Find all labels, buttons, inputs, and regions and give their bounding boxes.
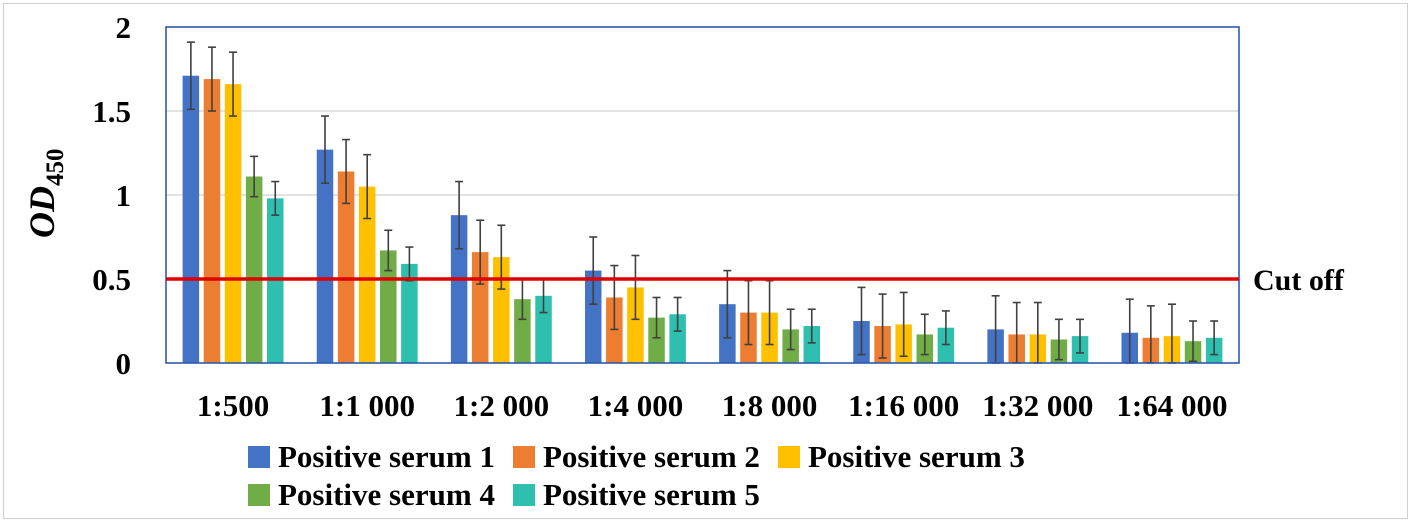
legend-label-serum-4: Positive serum 4 bbox=[278, 477, 495, 512]
legend-swatch-serum-1 bbox=[248, 446, 270, 468]
chart-frame bbox=[3, 3, 1408, 519]
x-tick-label-2: 1:2 000 bbox=[454, 388, 550, 423]
bar-serum-5-1-2-000 bbox=[535, 295, 552, 363]
legend-label-serum-1: Positive serum 1 bbox=[278, 439, 495, 474]
legend-label-serum-5: Positive serum 5 bbox=[542, 477, 760, 512]
bar-serum-2-1-1-000 bbox=[337, 171, 355, 363]
y-tick-label-1: 0.5 bbox=[92, 262, 131, 297]
y-tick-label-3: 1.5 bbox=[92, 94, 131, 129]
y-tick-label-0: 0 bbox=[116, 346, 132, 381]
bar-serum-1-1-2-000 bbox=[450, 215, 468, 363]
legend-item-serum-1: Positive serum 1 bbox=[248, 439, 495, 475]
cutoff-label: Cut off bbox=[1253, 264, 1345, 297]
bar-serum-5-1-8-000 bbox=[803, 326, 821, 363]
bar-serum-1-1-4-000 bbox=[584, 270, 602, 363]
legend-item-serum-4: Positive serum 4 bbox=[248, 477, 495, 513]
bar-serum-5-1-16-000 bbox=[937, 327, 955, 363]
legend-label-serum-2: Positive serum 2 bbox=[542, 439, 760, 474]
bar-serum-3-1-1-000 bbox=[358, 186, 376, 363]
x-tick-label-3: 1:4 000 bbox=[588, 388, 684, 423]
x-tick-label-0: 1:500 bbox=[197, 388, 269, 423]
y-axis-label-subscript: 450 bbox=[42, 149, 69, 187]
bar-serum-1-1-500 bbox=[182, 75, 200, 363]
y-tick-label-2: 1 bbox=[116, 178, 132, 213]
x-tick-label-1: 1:1 000 bbox=[319, 388, 415, 423]
bar-serum-1-1-1-000 bbox=[316, 149, 334, 363]
legend-item-serum-3: Positive serum 3 bbox=[777, 439, 1025, 475]
bar-serum-3-1-2-000 bbox=[493, 257, 510, 363]
bar-serum-3-1-500 bbox=[224, 84, 242, 364]
legend-swatch-serum-2 bbox=[512, 446, 535, 468]
y-tick-label-4: 2 bbox=[116, 10, 132, 45]
legend-swatch-serum-3 bbox=[777, 446, 800, 468]
bar-serum-5-1-4-000 bbox=[669, 314, 686, 363]
x-tick-label-6: 1:32 000 bbox=[982, 388, 1093, 423]
y-axis-label-main: OD bbox=[22, 186, 62, 238]
legend: Positive serum 1 Positive serum 2 Positi… bbox=[248, 438, 1208, 514]
legend-swatch-serum-4 bbox=[248, 484, 270, 506]
legend-swatch-serum-5 bbox=[512, 484, 535, 506]
bar-serum-3-1-4-000 bbox=[627, 287, 644, 363]
x-tick-label-4: 1:8 000 bbox=[722, 388, 818, 423]
bar-serum-5-1-1-000 bbox=[401, 263, 418, 363]
legend-row-1: Positive serum 1 Positive serum 2 Positi… bbox=[248, 438, 1208, 476]
y-axis-label: OD450 bbox=[22, 149, 69, 239]
bar-serum-4-1-500 bbox=[245, 176, 263, 363]
legend-item-serum-2: Positive serum 2 bbox=[512, 439, 760, 475]
plot-border bbox=[165, 26, 1240, 364]
bar-serum-2-1-4-000 bbox=[606, 297, 623, 363]
bar-serum-2-1-500 bbox=[203, 79, 221, 363]
bar-serum-4-1-4-000 bbox=[648, 317, 665, 363]
legend-item-serum-5: Positive serum 5 bbox=[512, 477, 760, 513]
x-tick-label-7: 1:64 000 bbox=[1116, 388, 1227, 423]
x-tick-label-5: 1:16 000 bbox=[848, 388, 959, 423]
legend-label-serum-3: Positive serum 3 bbox=[807, 439, 1025, 474]
bar-serum-4-1-2-000 bbox=[514, 299, 531, 363]
legend-row-2: Positive serum 4 Positive serum 5 bbox=[248, 476, 1208, 514]
